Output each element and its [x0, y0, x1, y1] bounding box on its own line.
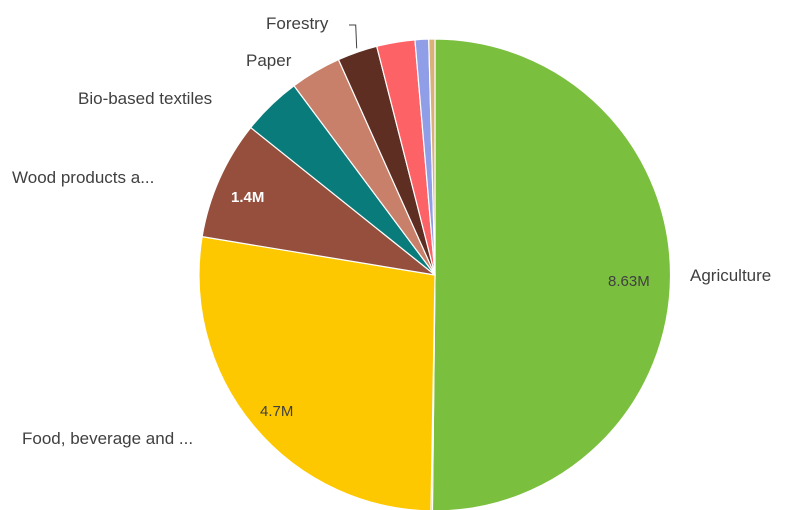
pie-slice-agriculture[interactable] [431, 38, 672, 510]
slice-label-food-beverage-and: Food, beverage and ... [22, 429, 193, 448]
slice-labels: Agriculture 8.63M Food, beverage and ... 4.… [12, 14, 771, 448]
value-label-agriculture: 8.63M [608, 273, 650, 290]
leader-line-forestry [349, 24, 358, 49]
slice-label-agriculture: Agriculture [690, 266, 771, 285]
value-label-wood-products-a: 1.4M [231, 189, 264, 206]
slice-label-bio-based-textiles: Bio-based textiles [78, 89, 212, 108]
slice-label-wood-products-a: Wood products a... [12, 168, 154, 187]
pie-slice-wood-products-a[interactable] [201, 126, 436, 276]
pie-slice-9[interactable] [428, 38, 436, 276]
value-label-food-beverage-and: 4.7M [260, 403, 293, 420]
slice-label-paper: Paper [246, 51, 292, 70]
leader-lines [349, 24, 358, 49]
pie-slice-food-beverage-and[interactable] [198, 236, 436, 510]
slice-label-forestry: Forestry [266, 14, 329, 33]
pie-slices [198, 38, 672, 510]
